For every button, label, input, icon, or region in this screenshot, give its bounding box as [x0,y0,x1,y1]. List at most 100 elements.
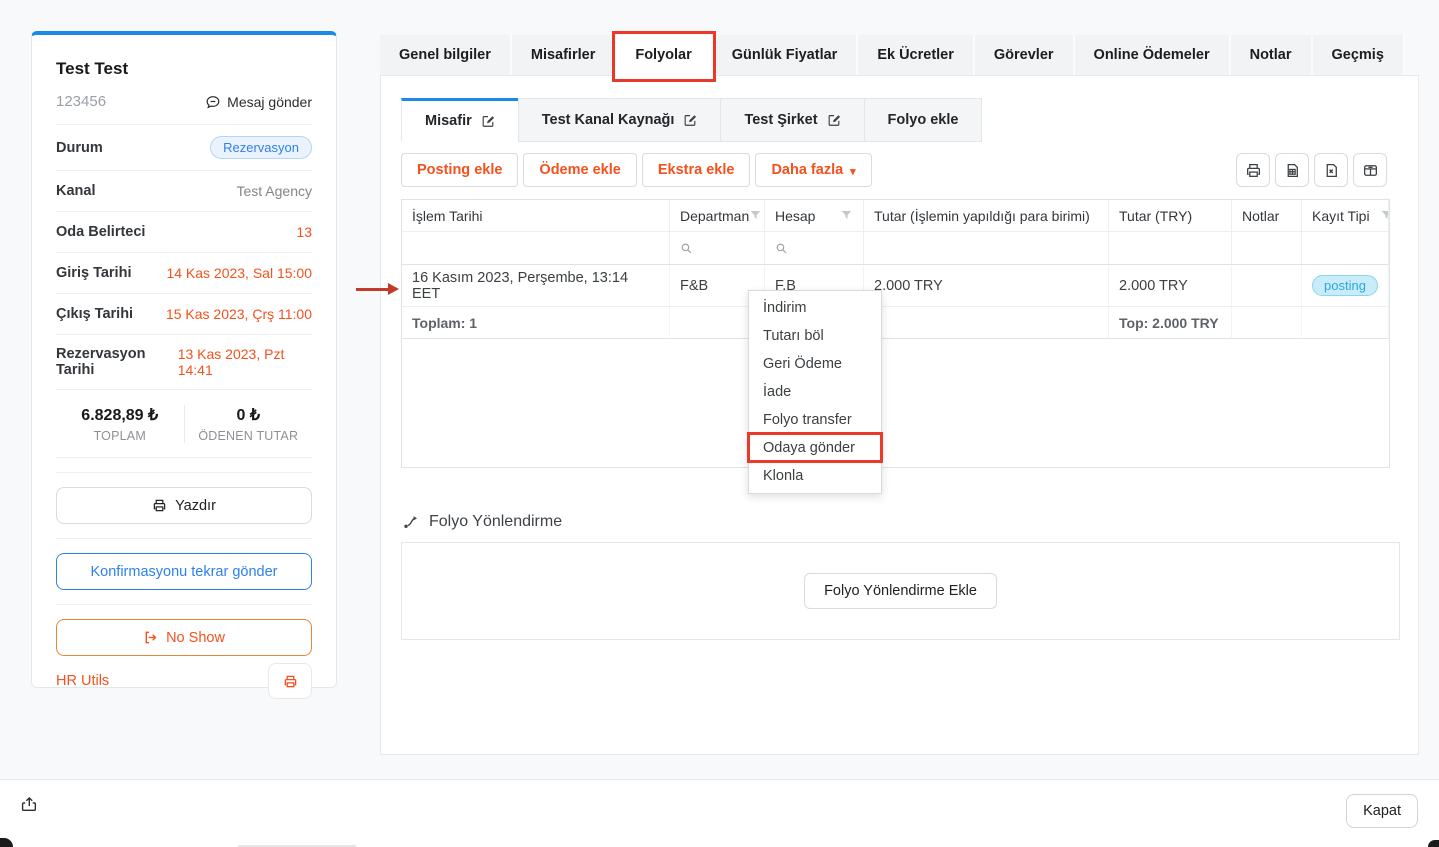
filter-islem-tarihi[interactable] [402,232,670,265]
paid-amount: 0 ₺ [236,407,261,424]
cell-amount: 2.000 TRY [864,265,1109,307]
filter-tutar[interactable] [864,232,1109,265]
send-message-button[interactable]: Mesaj gönder [205,94,312,110]
folios-panel: Misafir Test Kanal Kaynağı Test Şirket [380,75,1419,755]
channel-row: Kanal Test Agency [56,171,312,212]
menu-item-odaya-gonder[interactable]: Odaya gönder [747,432,883,463]
folio-transactions-grid: İşlem Tarihi Departman Hesap Tutar (İşle… [401,199,1390,468]
printer-icon [283,674,298,689]
tab-gorevler[interactable]: Görevler [974,35,1075,75]
transaction-row[interactable]: 16 Kasım 2023, Perşembe, 13:14 EET F&B F… [402,265,1389,307]
grid-print-button[interactable] [1236,153,1270,187]
col-notlar[interactable]: Notlar [1232,200,1302,232]
row-context-menu: İndirim Tutarı böl Geri Ödeme İade Folyo… [747,290,883,494]
tab-genel-bilgiler[interactable]: Genel bilgiler [380,35,512,75]
folio-subtabs: Misafir Test Kanal Kaynağı Test Şirket [401,98,983,142]
tab-ek-ucretler[interactable]: Ek Ücretler [858,35,975,75]
modal-footer: Kapat [0,779,1439,847]
col-hesap[interactable]: Hesap [765,200,864,232]
no-show-button[interactable]: No Show [56,619,312,656]
column-chooser-button[interactable] [1353,153,1387,187]
guest-name: Test Test [56,59,129,78]
summary-total: Top: 2.000 TRY [1109,307,1232,339]
share-icon[interactable] [21,796,38,813]
add-payment-button[interactable]: Ödeme ekle [523,153,637,187]
menu-item-indirim[interactable]: İndirim [763,300,807,316]
filter-icon[interactable] [1380,209,1388,222]
total-amount: 6.828,89 ₺ [81,407,159,424]
routing-icon [403,514,419,530]
reservation-id: 123456 [56,93,107,110]
menu-item-tutari-bol[interactable]: Tutarı böl [763,328,824,344]
edit-icon [481,114,495,128]
col-kayit-tipi[interactable]: Kayıt Tipi [1302,200,1389,232]
tab-gecmis[interactable]: Geçmiş [1312,35,1405,75]
cell-amount-try: 2.000 TRY [1109,265,1232,307]
menu-item-geri-odeme[interactable]: Geri Ödeme [763,356,842,372]
subtab-kanal-kaynagi[interactable]: Test Kanal Kaynağı [517,98,722,142]
filter-tutar-try[interactable] [1109,232,1232,265]
col-tutar-orijinal[interactable]: Tutar (İşlemin yapıldığı para birimi) [864,200,1109,232]
grid-summary-row: Toplam: 1 Top: 2.000 TRY [402,307,1389,339]
booking-date-row: Rezervasyon Tarihi 13 Kas 2023, Pzt 14:4… [56,335,312,390]
tab-online-odemeler[interactable]: Online Ödemeler [1074,35,1231,75]
more-dropdown-button[interactable]: Daha fazla ▾ [755,153,872,187]
grid-header-row: İşlem Tarihi Departman Hesap Tutar (İşle… [402,200,1389,232]
hr-utils-label: HR Utils [56,673,110,689]
tab-notlar[interactable]: Notlar [1230,35,1313,75]
bottom-left-artifact [0,838,13,847]
edit-icon [827,113,841,127]
add-routing-button[interactable]: Folyo Yönlendirme Ekle [804,573,997,609]
subtab-folyo-ekle[interactable]: Folyo ekle [863,98,983,142]
menu-item-iade[interactable]: İade [763,384,792,400]
checkout-row: Çıkış Tarihi 15 Kas 2023, Çrş 11:00 [56,294,312,335]
cell-date: 16 Kasım 2023, Perşembe, 13:14 EET [402,265,670,307]
chat-bubble-icon [205,94,221,110]
posting-badge: posting [1312,275,1378,296]
grid-toolbar: Posting ekle Ödeme ekle Ekstra ekle Daha… [401,153,1387,187]
menu-item-folyo-transfer[interactable]: Folyo transfer [763,412,852,428]
filter-departman-input[interactable] [670,232,765,265]
tab-gunluk-fiyatlar[interactable]: Günlük Fiyatlar [712,35,859,75]
status-row: Durum Rezervasyon [56,125,312,171]
status-badge: Rezervasyon [210,136,312,159]
sign-out-icon [143,630,158,645]
subtab-sirket[interactable]: Test Şirket [720,98,865,142]
tab-misafirler[interactable]: Misafirler [511,35,617,75]
close-button[interactable]: Kapat [1346,794,1418,828]
bottom-edge-artifact [238,845,356,847]
search-icon [680,242,693,255]
hr-utils-print-button[interactable] [268,663,312,699]
summary-count: Toplam: 1 [402,307,670,339]
col-departman[interactable]: Departman [670,200,765,232]
export-file-button[interactable] [1275,153,1309,187]
edit-icon [683,113,697,127]
resend-confirmation-button[interactable]: Konfirmasyonu tekrar gönder [56,553,312,590]
filter-icon[interactable] [749,209,762,222]
subtab-misafir[interactable]: Misafir [401,98,519,142]
printer-icon [152,498,167,513]
filter-icon[interactable] [840,209,853,222]
cell-notes [1232,265,1302,307]
filter-hesap-input[interactable] [765,232,864,265]
col-islem-tarihi[interactable]: İşlem Tarihi [402,200,670,232]
routing-title: Folyo Yönlendirme [429,513,563,530]
filter-notlar[interactable] [1232,232,1302,265]
grid-filter-row [402,232,1389,265]
filter-kayit-tipi[interactable] [1302,232,1389,265]
add-posting-button[interactable]: Posting ekle [401,153,519,187]
main-tabs: Genel bilgiler Misafirler Folyolar Günlü… [380,31,1405,82]
routing-empty-box: Folyo Yönlendirme Ekle [401,542,1400,640]
print-button[interactable]: Yazdır [56,487,312,524]
add-extra-button[interactable]: Ekstra ekle [641,153,751,187]
tab-folyolar[interactable]: Folyolar [612,31,716,82]
search-icon [775,242,788,255]
chevron-down-icon: ▾ [850,165,856,178]
bottom-right-artifact [1428,840,1439,847]
cell-department: F&B [670,265,765,307]
menu-item-klonla[interactable]: Klonla [763,468,804,484]
export-excel-button[interactable] [1314,153,1348,187]
send-message-label: Mesaj gönder [227,93,312,110]
cell-record-type: posting [1302,265,1389,307]
col-tutar-try[interactable]: Tutar (TRY) [1109,200,1232,232]
